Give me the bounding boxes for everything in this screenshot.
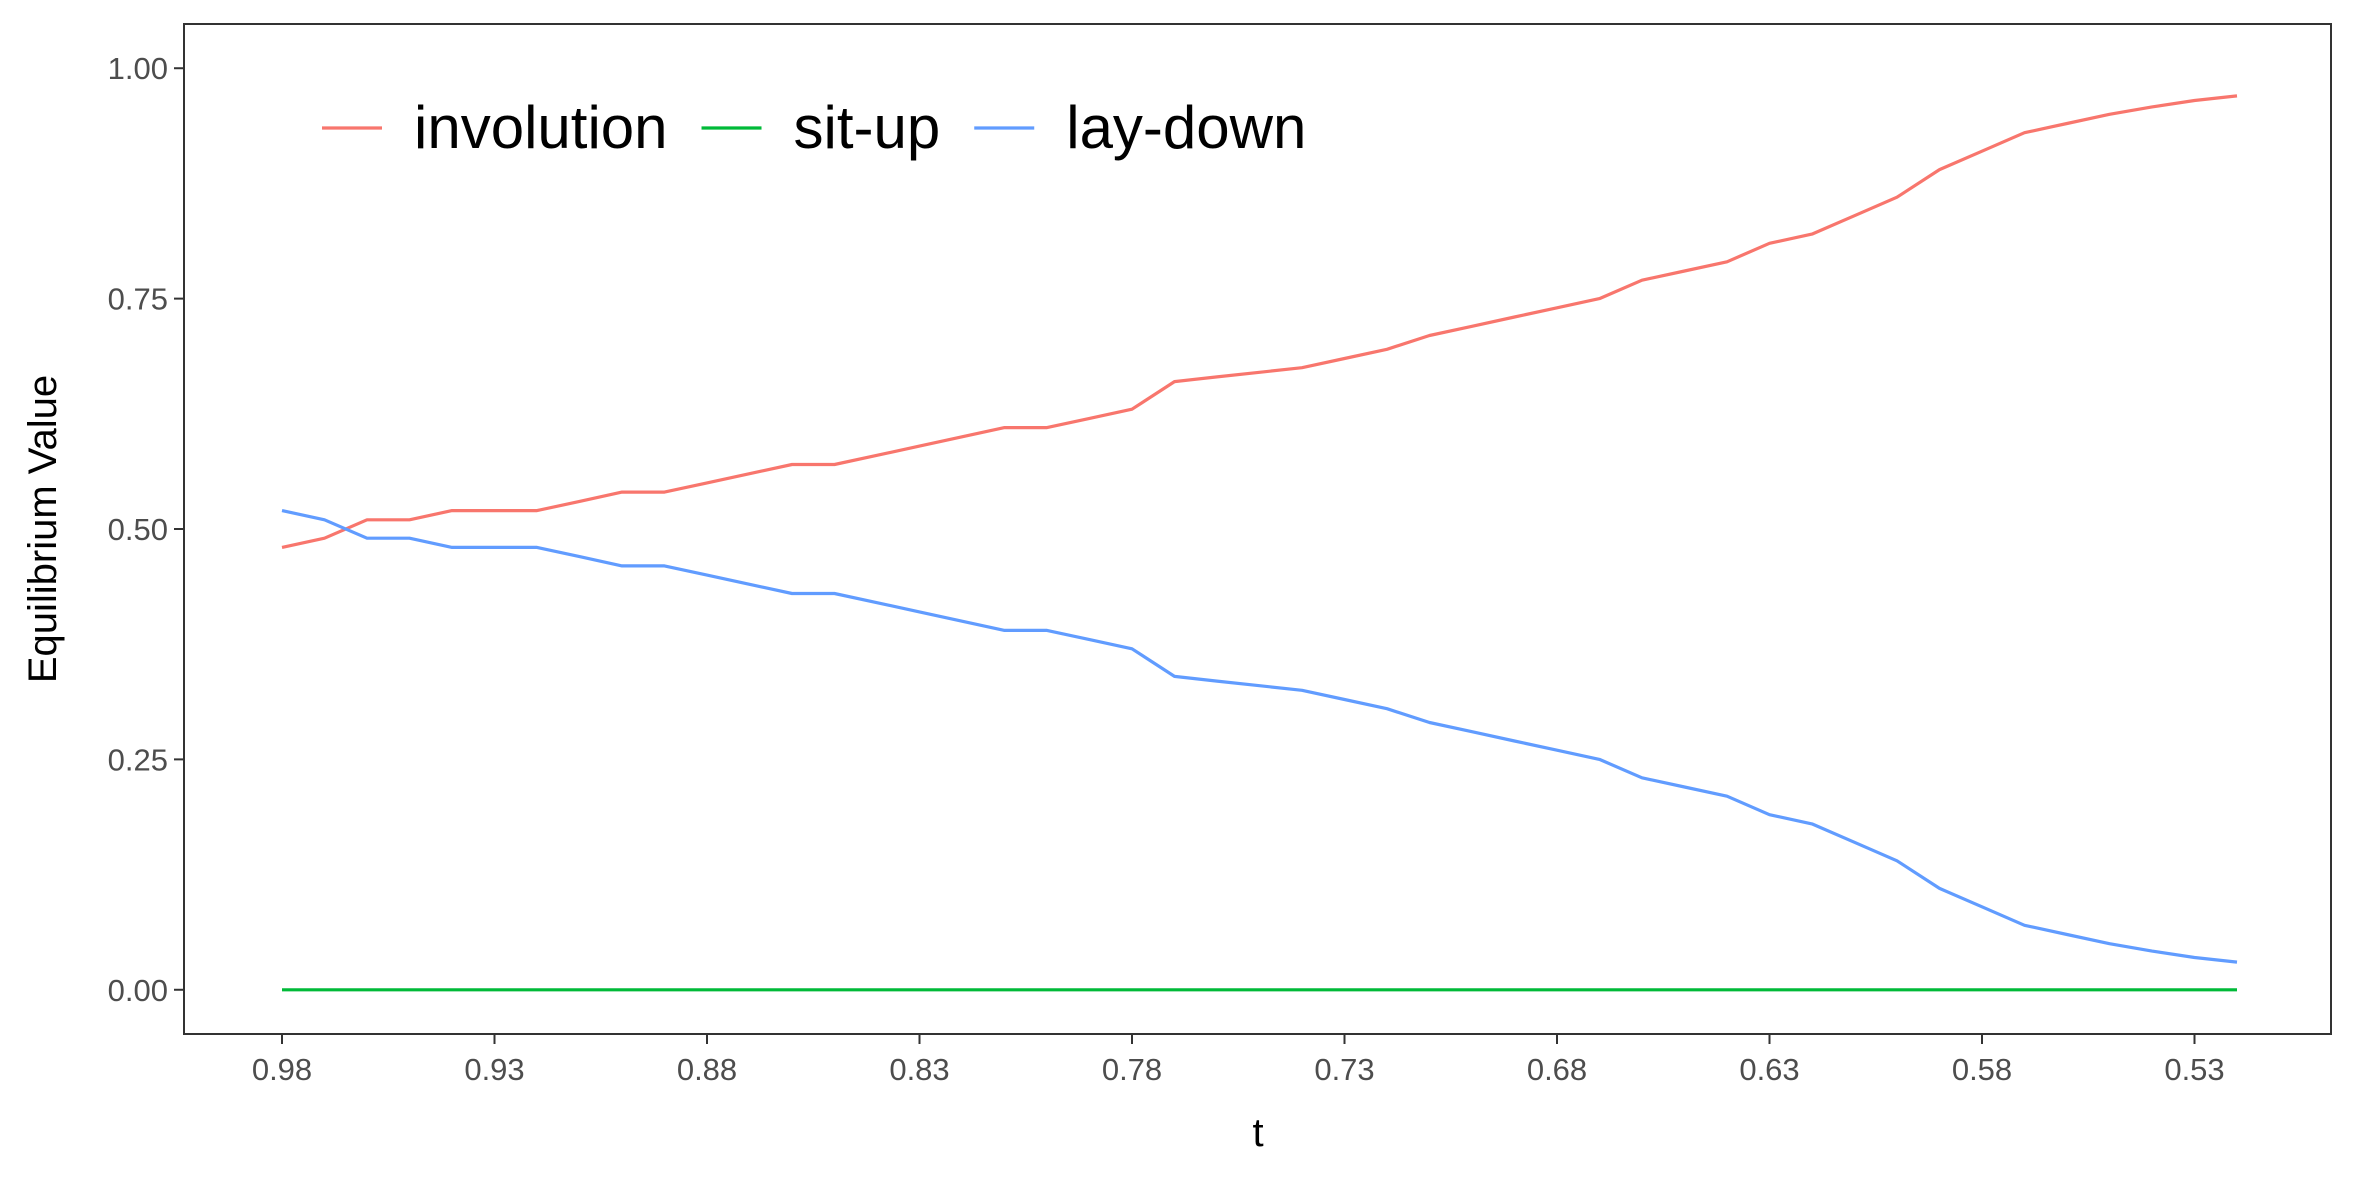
- x-tick-label: 0.68: [1527, 1052, 1587, 1087]
- x-tick-label: 0.88: [677, 1052, 737, 1087]
- legend-label-involution: involution: [414, 94, 668, 161]
- x-tick-label: 0.93: [464, 1052, 524, 1087]
- plot-panel-border: [183, 23, 2332, 1035]
- y-tick-label: 0.25: [108, 742, 168, 777]
- x-tick-label: 0.98: [252, 1052, 312, 1087]
- y-axis-title: Equilibrium Value: [21, 375, 65, 683]
- legend-label-sit-up: sit-up: [794, 94, 941, 161]
- x-tick-label: 0.73: [1314, 1052, 1374, 1087]
- x-tick-label: 0.83: [889, 1052, 949, 1087]
- series-layer: [281, 94, 2238, 992]
- x-axis: 0.98 0.93 0.88 0.83 0.78 0.73 0.68 0.63 0.58 0.53: [252, 1034, 2225, 1087]
- legend-label-lay-down: lay-down: [1066, 94, 1306, 161]
- x-tick-label: 0.63: [1739, 1052, 1799, 1087]
- series-line-lay-down: [281, 509, 2238, 964]
- legend: involution sit-up lay-down: [322, 94, 1306, 161]
- y-tick-label: 0.50: [108, 512, 168, 547]
- series-line-involution: [281, 94, 2238, 549]
- x-tick-label: 0.53: [2164, 1052, 2224, 1087]
- y-tick-label: 0.00: [108, 973, 168, 1008]
- x-tick-label: 0.58: [1952, 1052, 2012, 1087]
- x-tick-label: 0.78: [1102, 1052, 1162, 1087]
- y-axis: 0.00 0.25 0.50 0.75 1.00: [108, 51, 184, 1008]
- x-axis-title: t: [1252, 1111, 1263, 1155]
- y-tick-label: 0.75: [108, 282, 168, 317]
- y-tick-label: 1.00: [108, 51, 168, 86]
